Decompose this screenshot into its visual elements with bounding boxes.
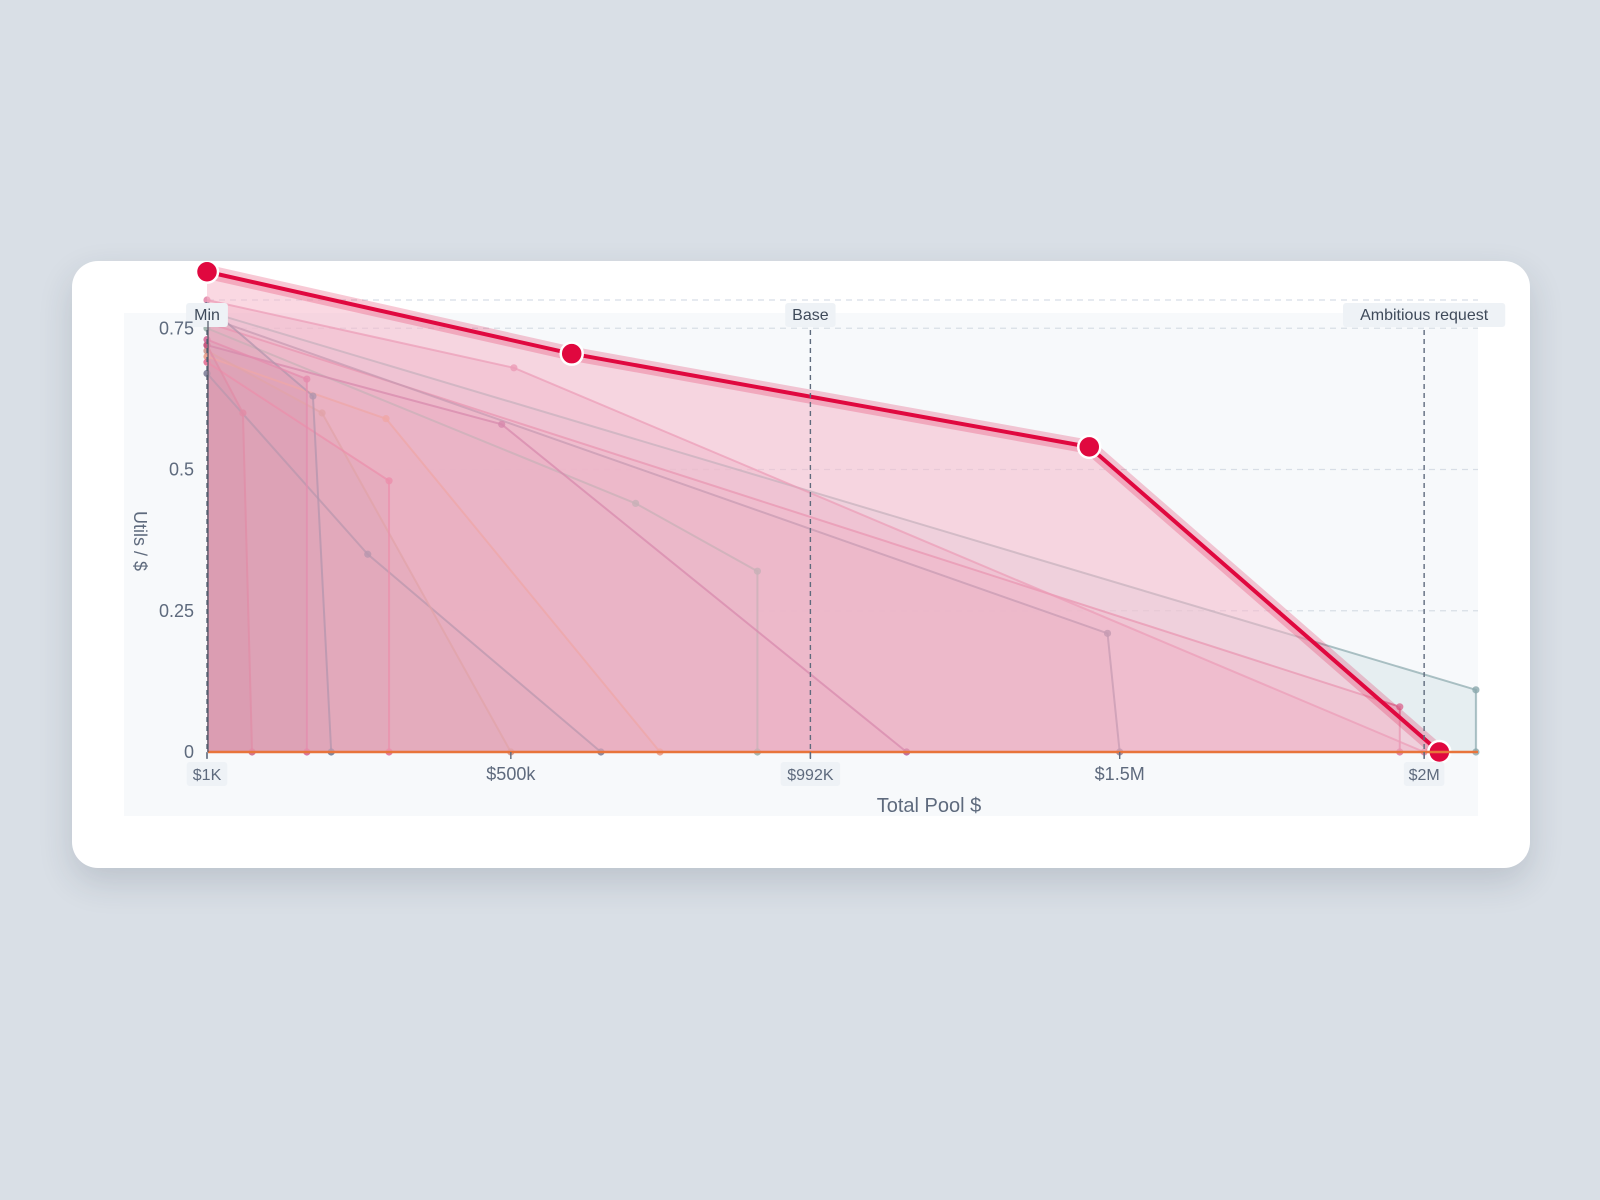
reference-label-1: Base bbox=[792, 307, 829, 324]
x-tick-label-2: $992K bbox=[787, 767, 834, 784]
chart-card: Min Base Ambitious request 0 0.25 0.5 0.75 $1K… bbox=[72, 261, 1530, 868]
x-tick-label-box-0 bbox=[186, 762, 228, 786]
x-tick-label-box-4 bbox=[1403, 762, 1445, 786]
highlight-point-1 bbox=[559, 341, 584, 366]
x-tick-label-box-2 bbox=[780, 762, 841, 786]
reference-label-2: Ambitious request bbox=[1360, 307, 1489, 324]
highlight-line bbox=[206, 269, 1441, 754]
x-axis-label: Total Pool $ bbox=[877, 795, 982, 817]
series-point-0-1 bbox=[1472, 686, 1480, 694]
chart: Min Base Ambitious request 0 0.25 0.5 0.75 $1K… bbox=[124, 261, 1506, 817]
reference-label-box-1 bbox=[785, 303, 836, 327]
series-point-1-1 bbox=[1396, 703, 1404, 711]
reference-label-0: Min bbox=[194, 307, 220, 324]
highlight-area bbox=[207, 271, 1440, 752]
x-tick-label-3: $1.5M bbox=[1095, 764, 1145, 784]
highlight-point-2 bbox=[1077, 434, 1102, 460]
reference-label-box-0 bbox=[186, 303, 228, 327]
x-tick-label-4: $2M bbox=[1409, 767, 1440, 784]
reference-lines: Min Base Ambitious request bbox=[186, 303, 1506, 760]
x-tick-label-1: $500k bbox=[486, 764, 536, 784]
highlight-series bbox=[194, 261, 1452, 765]
y-tick-label-0: 0 bbox=[184, 742, 194, 762]
highlight-point-0 bbox=[194, 261, 220, 284]
y-tick-label-2: 0.5 bbox=[169, 460, 194, 480]
x-tick-label-0: $1K bbox=[193, 767, 222, 784]
y-tick-label-3: 0.75 bbox=[159, 318, 194, 338]
y-axis-label: Utils / $ bbox=[130, 511, 150, 571]
reference-label-box-2 bbox=[1343, 303, 1506, 327]
y-tick-label-1: 0.25 bbox=[159, 601, 194, 621]
axes: 0 0.25 0.5 0.75 $1K $500k $992K $1.5M $2M bbox=[159, 318, 1478, 786]
